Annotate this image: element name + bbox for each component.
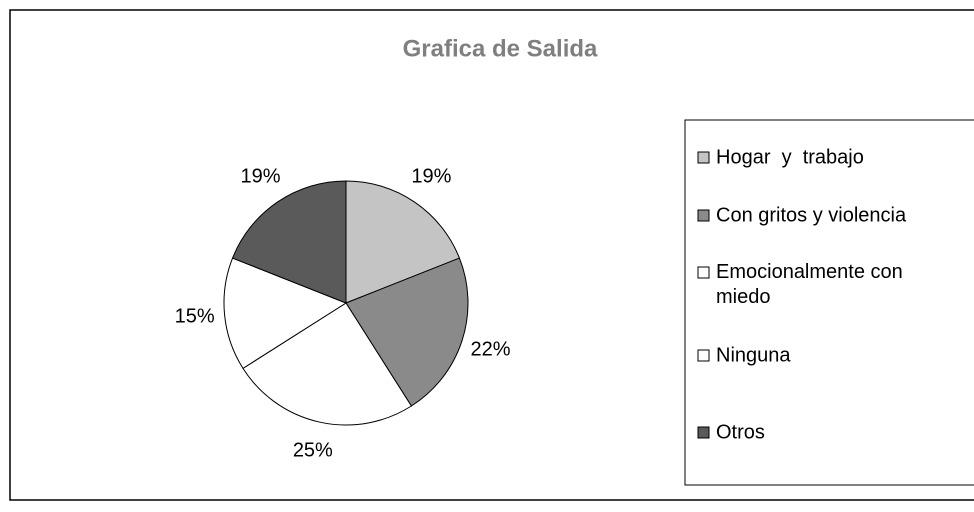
legend-box <box>684 119 974 486</box>
legend-label: Con gritos y violencia <box>716 204 907 226</box>
legend-label: Ninguna <box>716 344 791 366</box>
legend-label: Otros <box>716 421 765 443</box>
legend-swatch <box>697 209 710 222</box>
legend-swatch <box>697 266 710 279</box>
chart-title: Grafica de Salida <box>403 35 598 62</box>
slice-label: 22% <box>471 338 511 360</box>
slice-label: 19% <box>411 166 451 188</box>
legend-swatch <box>697 151 710 164</box>
pie-slice <box>345 180 461 304</box>
pie-slice <box>242 302 413 426</box>
slice-label: 19% <box>241 166 281 188</box>
slice-label: 15% <box>175 306 215 328</box>
slice-label: 25% <box>293 440 333 462</box>
legend-label: Emocionalmente con miedo <box>716 261 903 308</box>
pie-slice <box>345 257 469 407</box>
legend-label: Hogar y trabajo <box>716 146 864 168</box>
legend-swatch <box>697 426 710 439</box>
pie-slice <box>231 180 347 304</box>
legend-swatch <box>697 349 710 362</box>
pie-slice <box>223 257 348 370</box>
